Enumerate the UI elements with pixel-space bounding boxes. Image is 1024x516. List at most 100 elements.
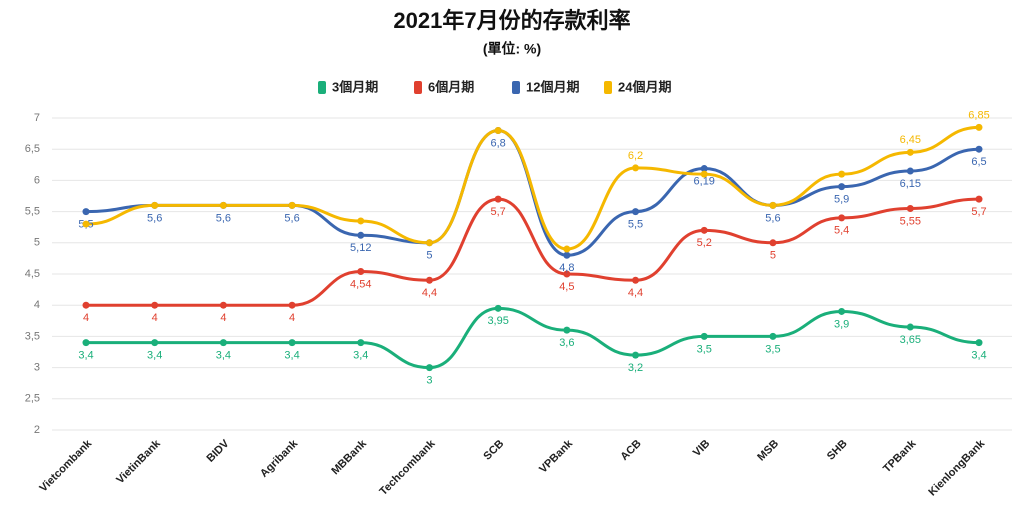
data-point — [357, 339, 365, 347]
legend-swatch — [604, 81, 612, 94]
x-tick-label: BIDV — [204, 437, 232, 465]
legend-label: 6個月期 — [428, 79, 474, 94]
data-label: 5 — [426, 250, 432, 262]
data-point — [632, 351, 640, 359]
data-label: 5 — [770, 250, 776, 262]
legend-swatch — [512, 81, 520, 94]
data-label: 4,4 — [628, 287, 643, 299]
x-tick-label: Vietcombank — [37, 437, 94, 494]
x-tick-label: TPBank — [881, 437, 919, 475]
data-label: 3,2 — [628, 362, 643, 374]
data-point — [357, 268, 365, 276]
data-label: 5,6 — [216, 212, 231, 224]
y-tick-label: 3,5 — [25, 330, 40, 342]
data-point — [563, 270, 571, 278]
data-point — [151, 201, 159, 209]
y-tick-label: 6 — [34, 174, 40, 186]
data-label: 6,85 — [968, 109, 989, 121]
data-point — [425, 276, 433, 284]
data-point — [219, 339, 227, 347]
x-tick-label: ACB — [618, 438, 643, 463]
data-point — [425, 364, 433, 372]
data-label: 4,54 — [350, 278, 371, 290]
data-point — [906, 167, 914, 175]
y-tick-label: 2 — [34, 424, 40, 436]
data-label: 5,7 — [971, 206, 986, 218]
series-line — [85, 125, 980, 251]
data-label: 3,4 — [284, 350, 299, 362]
data-point — [82, 301, 90, 309]
data-point — [288, 301, 296, 309]
data-point — [975, 145, 983, 153]
x-tick-label: KienlongBank — [926, 437, 987, 498]
data-label: 4 — [289, 312, 295, 324]
data-label: 5,6 — [147, 212, 162, 224]
x-tick-label: VIB — [691, 438, 712, 459]
data-point — [906, 323, 914, 331]
data-label: 3,4 — [971, 350, 986, 362]
data-label: 5,4 — [834, 225, 849, 237]
y-tick-label: 4 — [34, 299, 40, 311]
data-point — [975, 339, 983, 347]
data-point — [700, 226, 708, 234]
data-label: 6,19 — [694, 175, 715, 187]
legend-swatch — [318, 81, 326, 94]
data-point — [494, 304, 502, 312]
data-label: 3,65 — [900, 334, 921, 346]
data-point — [838, 170, 846, 178]
data-label: 3,4 — [353, 350, 368, 362]
data-point — [769, 332, 777, 340]
data-label: 5,6 — [284, 212, 299, 224]
data-label: 3,6 — [559, 337, 574, 349]
data-point — [219, 301, 227, 309]
data-label: 3,5 — [765, 343, 780, 355]
legend-swatch — [414, 81, 422, 94]
data-point — [769, 201, 777, 209]
data-label: 3,4 — [147, 350, 162, 362]
x-tick-label: Agribank — [258, 437, 301, 480]
y-tick-label: 5 — [34, 237, 40, 249]
data-point — [700, 332, 708, 340]
data-label: 6,5 — [971, 156, 986, 168]
chart-subtitle: (單位: %) — [483, 41, 541, 57]
data-point — [632, 164, 640, 172]
legend-label: 3個月期 — [332, 79, 378, 94]
y-tick-label: 4,5 — [25, 268, 40, 280]
data-label: 6,45 — [900, 134, 921, 146]
data-label: 4,8 — [559, 262, 574, 274]
data-label: 3,4 — [78, 350, 93, 362]
data-label: 3,4 — [216, 350, 231, 362]
data-label: 5,2 — [697, 237, 712, 249]
data-label: 3,5 — [697, 343, 712, 355]
data-point — [151, 301, 159, 309]
data-point — [838, 214, 846, 222]
data-point — [838, 307, 846, 315]
y-tick-label: 7 — [34, 112, 40, 124]
data-label: 4 — [220, 312, 226, 324]
data-point — [82, 208, 90, 216]
data-label: 4,5 — [559, 281, 574, 293]
chart-title: 2021年7月份的存款利率 — [393, 8, 630, 33]
data-label: 3,9 — [834, 318, 849, 330]
y-tick-label: 2,5 — [25, 393, 40, 405]
data-point — [425, 239, 433, 247]
data-point — [288, 339, 296, 347]
data-point — [906, 148, 914, 156]
series-line — [86, 306, 980, 370]
data-point — [494, 195, 502, 203]
data-point — [563, 326, 571, 334]
data-point — [563, 251, 571, 259]
data-label: 6,8 — [491, 137, 506, 149]
data-point — [494, 126, 502, 134]
data-point — [700, 165, 708, 173]
data-point — [563, 245, 571, 253]
y-tick-label: 3 — [34, 362, 40, 374]
data-point — [975, 123, 983, 131]
data-label: 4,4 — [422, 287, 437, 299]
data-label: 5,9 — [834, 194, 849, 206]
data-label: 5,5 — [628, 219, 643, 231]
data-label: 6,2 — [628, 150, 643, 162]
data-label: 5,12 — [350, 242, 371, 254]
data-point — [632, 276, 640, 284]
data-label: 5,6 — [765, 212, 780, 224]
